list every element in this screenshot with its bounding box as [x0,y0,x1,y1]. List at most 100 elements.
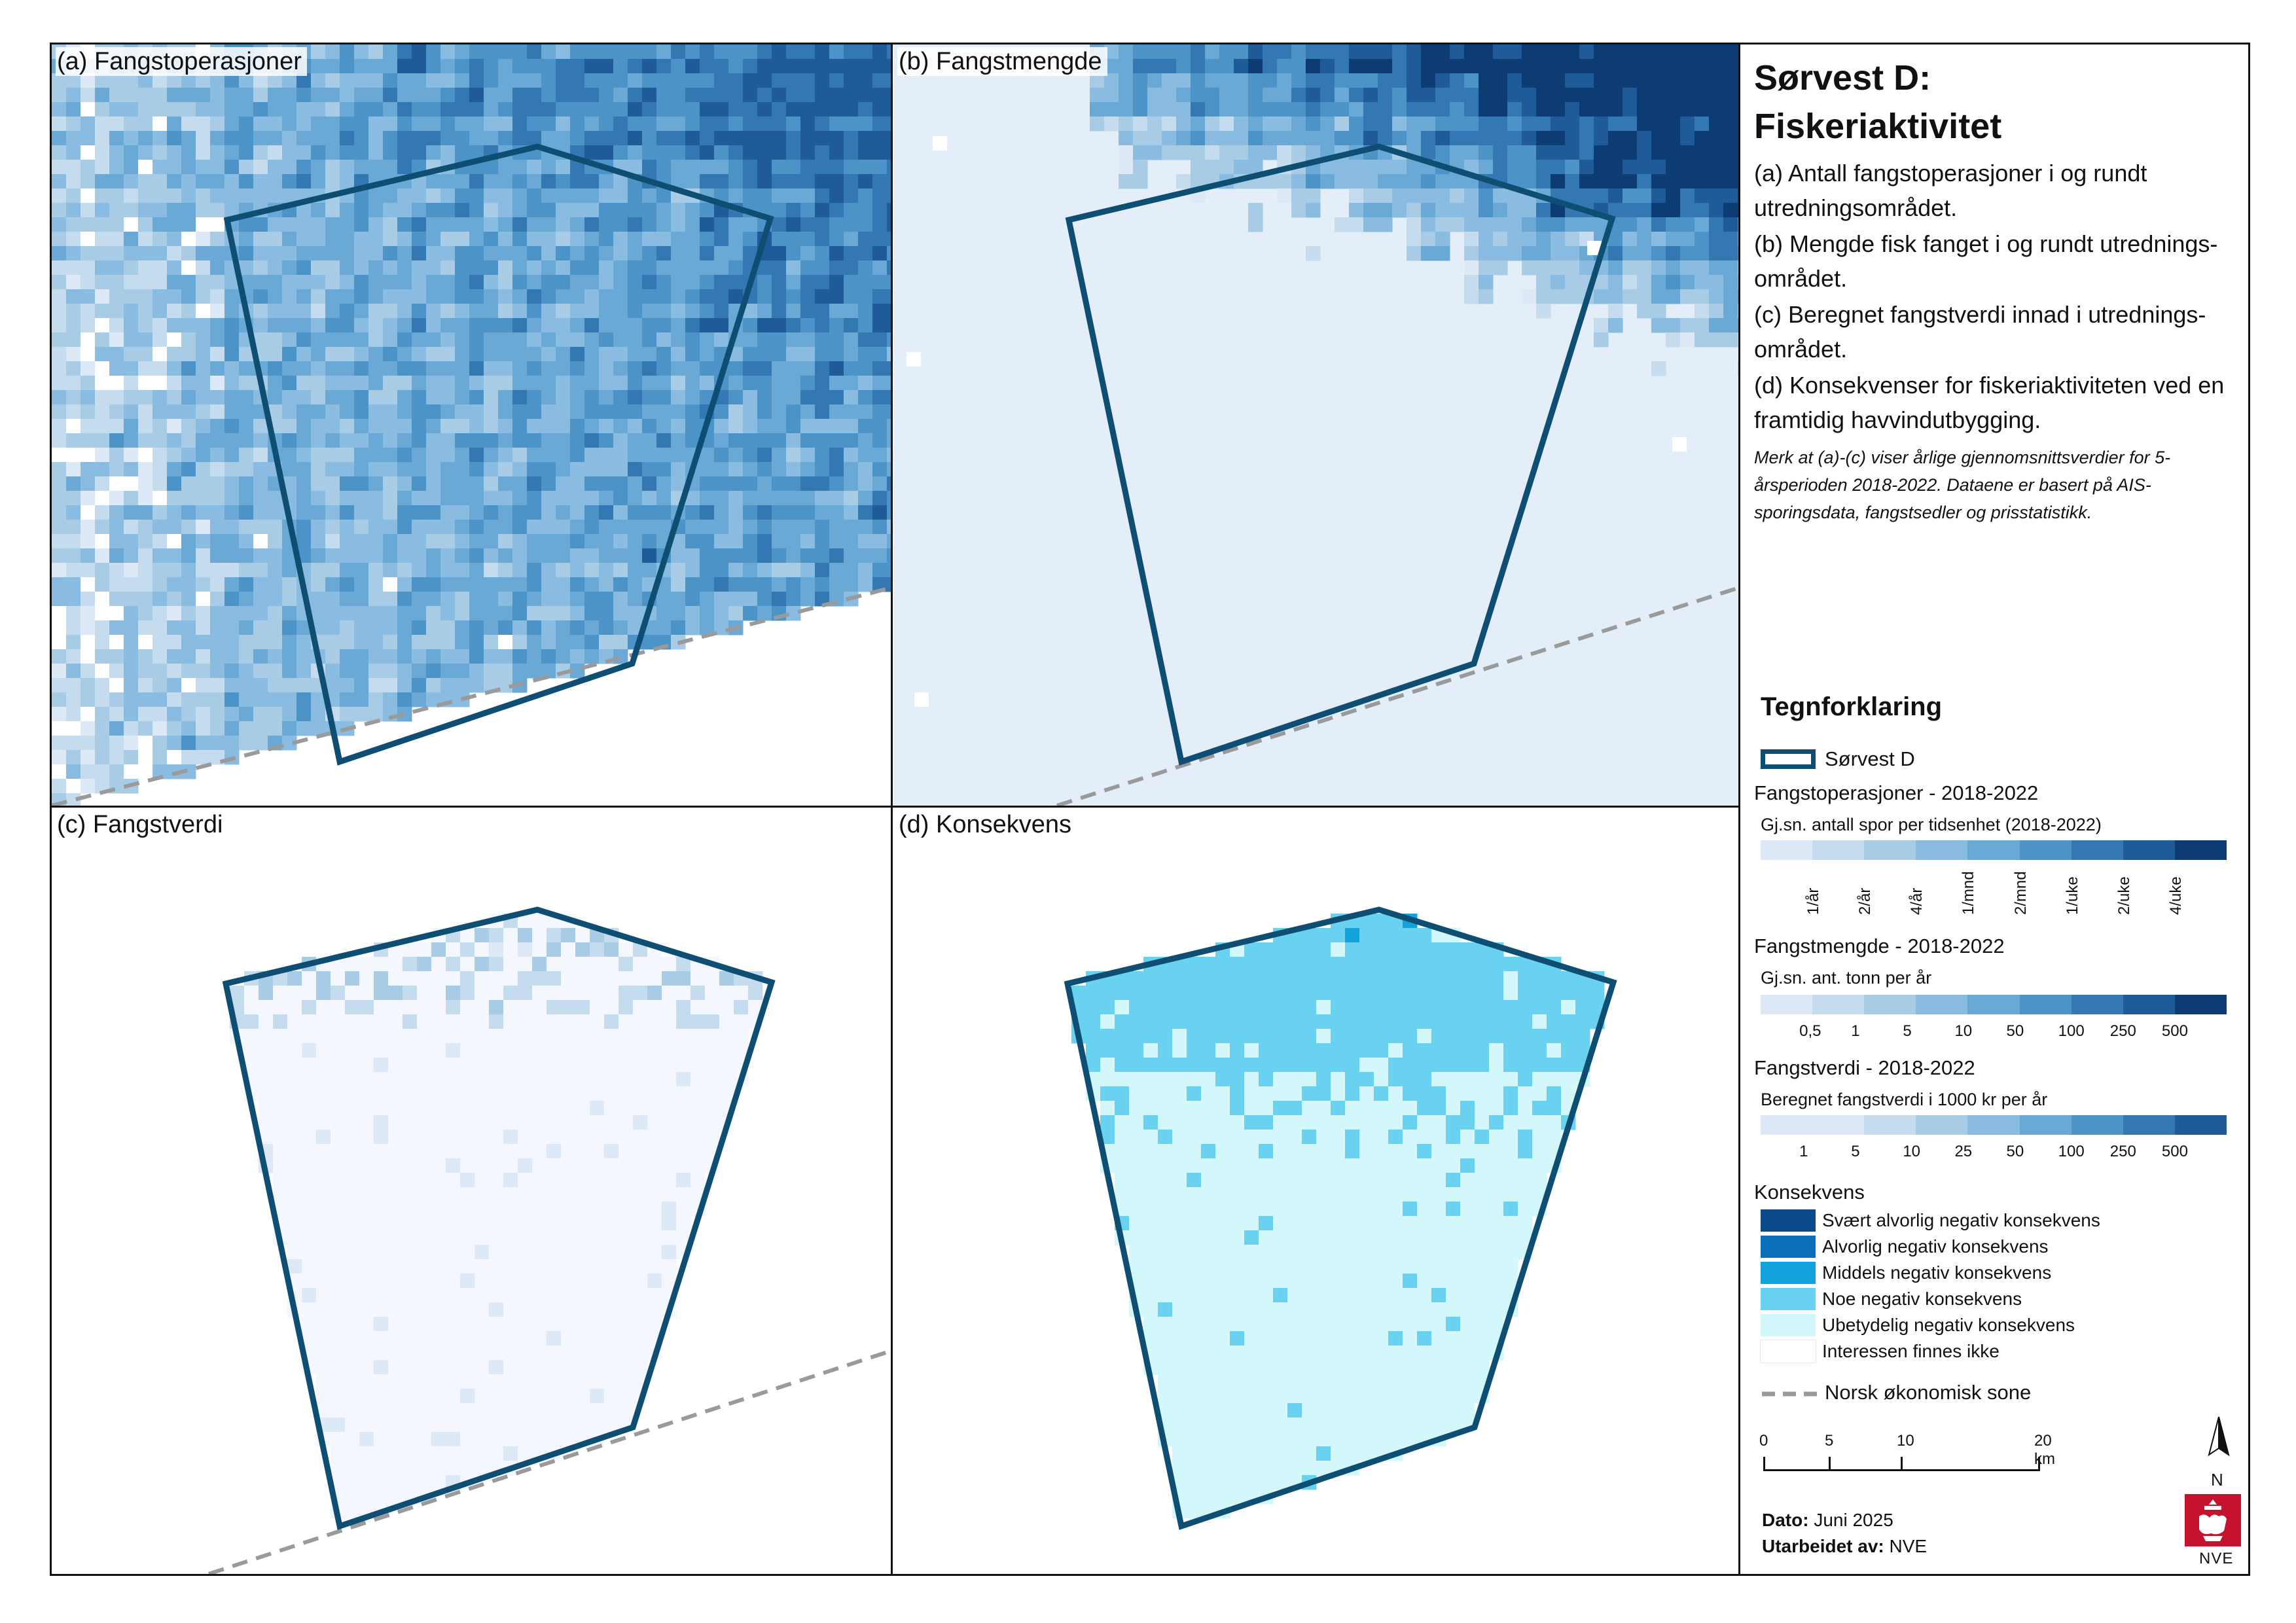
author-label: Utarbeidet av: [1762,1536,1884,1556]
panel-divider-vertical [891,43,893,1576]
tick-label: 2/mnd [2011,871,2030,915]
map-panel-konsekvens: (d) Konsekvens [893,808,1739,1574]
scale-tick-label: 5 [1825,1432,1834,1450]
map-panel-fangstmengde: (b) Fangstmengde [893,45,1739,806]
cons-label: Svært alvorlig negativ konsekvens [1822,1210,2100,1230]
legend-cons-title: Konsekvens [1754,1181,1865,1204]
map-info: Dato: Juni 2025 Utarbeidet av: NVE [1762,1507,1927,1560]
ramp-class-2 [1864,840,1916,860]
cons-swatch [1761,1288,1816,1310]
ramp-class-6 [2071,1115,2123,1135]
date-label: Dato: [1762,1510,1809,1530]
legend-value-title: Fangstverdi - 2018-2022 [1754,1056,1975,1079]
description: (a) Antall fangstoperasjoner i og rundt … [1754,156,2238,437]
cons-label: Interessen finnes ikke [1822,1341,2000,1361]
cons-label: Ubetydelig negativ konsekvens [1822,1315,2075,1335]
tick-label: 100 [2058,1022,2085,1040]
study-area-outline [223,143,774,766]
ramp-class-2 [1864,1115,1916,1135]
ramp-class-7 [2123,995,2175,1014]
legend-value-subtitle: Beregnet fangstverdi i 1000 kr per år [1761,1090,2048,1109]
ramp-class-8 [2174,840,2227,860]
desc-a: (a) Antall fangstoperasjoner i og rundt … [1754,160,2147,221]
tick-label: 1 [1799,1143,1808,1160]
tick-label: 1/år [1804,887,1823,915]
ramp-class-0 [1761,1115,1813,1135]
legend-area-label: Sørvest D [1825,747,1915,770]
economic-zone-line [208,1349,891,1574]
economic-zone-line [52,586,891,806]
amount-raster [893,45,1739,806]
ramp-class-4 [1967,995,2020,1014]
panel-label-d: (d) Konsekvens [897,810,1077,839]
sidebar-divider [1738,43,1740,1576]
ramp-class-5 [2019,995,2072,1014]
legend-title: Tegnforklaring [1761,692,1943,721]
desc-b: (b) Mengde fisk fanget i og rundt utredn… [1754,230,2218,292]
ramp-class-3 [1916,1115,1968,1135]
tick-label: 4/uke [2166,876,2185,915]
ramp-class-2 [1864,995,1916,1014]
cons-swatch [1760,1340,1816,1363]
scale-tick [2038,1457,2040,1471]
map-title-line1: Sørvest D: [1754,58,1931,98]
desc-c: (c) Beregnet fangstverdi innad i utredni… [1754,301,2206,363]
scale-tick-label: 10 [1897,1432,1914,1450]
cons-swatch [1761,1209,1816,1232]
cons-swatch [1761,1236,1816,1258]
tick-label: 0,5 [1799,1022,1821,1040]
map-title-line2: Fiskeriaktivitet [1754,107,2002,146]
tick-label: 2/år [1856,887,1874,915]
ramp-class-4 [1967,840,2020,860]
map-canvas [52,45,891,806]
consequence-raster [1071,914,1605,1519]
tick-label: 25 [1954,1143,1973,1160]
tick-label: 5 [1851,1143,1860,1160]
tick-label: 1 [1851,1022,1860,1040]
author-value: NVE [1889,1536,1928,1556]
map-panel-fangstverdi: (c) Fangstverdi [52,808,891,1574]
ramp-class-5 [2019,1115,2072,1135]
map-canvas [1064,906,1617,1530]
legend-area-swatch [1761,749,1816,769]
legend-ops-subtitle: Gj.sn. antall spor per tidsenhet (2018-2… [1761,815,2102,834]
date-value: Juni 2025 [1814,1510,1893,1530]
tick-label: 250 [2109,1143,2136,1160]
legend-zone-label: Norsk økonomisk sone [1825,1381,2032,1404]
cons-label: Alvorlig negativ konsekvens [1822,1236,2049,1257]
scale-bar: 0 5 10 20 km [1759,1432,2055,1484]
legend-zone-line [1762,1391,1818,1397]
legend-ops-ramp [1761,840,2227,860]
ramp-class-4 [1967,1115,2020,1135]
study-area-outline [222,906,776,1530]
cons-swatch [1761,1262,1816,1284]
ramp-class-1 [1812,840,1865,860]
cons-swatch [1761,1314,1816,1336]
map-title: Sørvest D: Fiskeriaktivitet [1754,54,2238,151]
legend-value-ramp [1761,1115,2227,1135]
north-arrow-icon [2208,1416,2230,1457]
scale-line [1763,1469,2040,1471]
legend-amount-title: Fangstmengde - 2018-2022 [1754,935,2005,957]
ramp-class-1 [1812,1115,1865,1135]
tick-label: 5 [1903,1022,1912,1040]
ramp-class-3 [1916,995,1968,1014]
map-canvas [208,906,891,1574]
ramp-class-3 [1916,840,1968,860]
tick-label: 1/uke [2063,876,2081,915]
ramp-class-7 [2123,840,2175,860]
map-canvas [893,45,1739,806]
ramp-class-0 [1761,995,1813,1014]
nve-logo-text: NVE [2199,1550,2234,1567]
study-area-outline [1064,906,1617,1530]
ramp-class-8 [2174,995,2227,1014]
ramp-class-1 [1812,995,1865,1014]
economic-zone-line [1056,586,1739,806]
tick-label: 10 [1903,1143,1921,1160]
tick-label: 250 [2109,1022,2136,1040]
tick-label: 50 [2006,1143,2024,1160]
north-label: N [2211,1470,2223,1489]
legend-amount-ramp [1761,995,2227,1014]
panel-label-b: (b) Fangstmengde [897,47,1107,76]
scale-tick-label: 20 km [2034,1432,2055,1468]
